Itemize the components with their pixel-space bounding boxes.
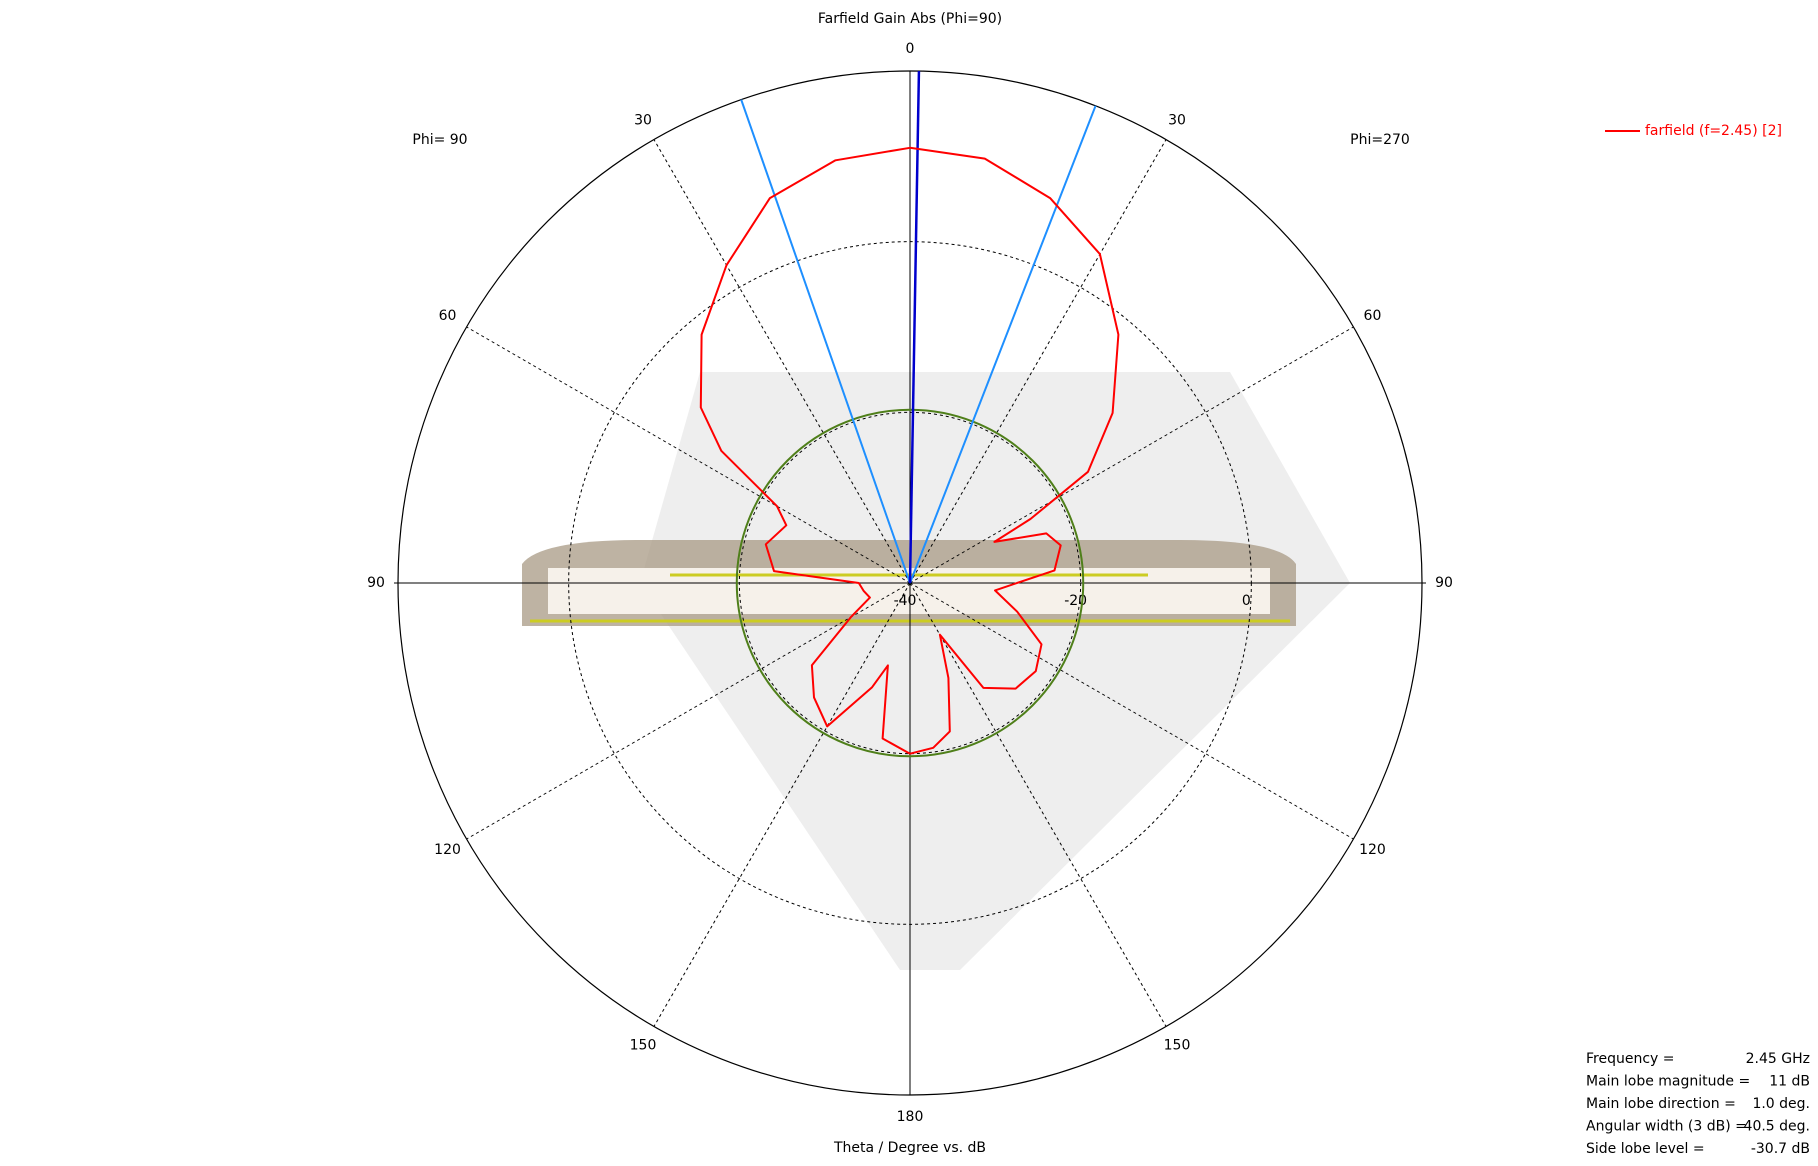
grid-spoke [653,139,911,584]
stat-label: Frequency = [1586,1051,1675,1067]
theta-tick-label: 150 [630,1037,657,1053]
grid-spoke [653,582,911,1027]
stat-label: Main lobe magnitude = [1586,1074,1750,1090]
pattern-line [699,146,1120,755]
grid-spoke [466,582,911,840]
grid-spoke [909,582,1354,840]
stat-label: Angular width (3 dB) = [1586,1119,1747,1135]
theta-tick-label: 60 [1364,308,1382,324]
theta-tick-label: 0 [906,41,915,57]
side-lobe-circle [735,408,1085,758]
grid-spoke [909,326,1354,584]
theta-tick-label: 120 [434,842,461,858]
grid-spoke [909,139,1167,584]
theta-tick-label: 120 [1359,842,1386,858]
theta-tick-label: 180 [897,1109,924,1125]
legend-label: farfield (f=2.45) [2] [1645,123,1782,139]
stat-value: -30.7 dB [1751,1141,1810,1157]
stat-value: 40.5 deg. [1744,1119,1810,1135]
grid-spoke [466,326,911,584]
theta-tick-label: 90 [1435,575,1453,591]
theta-tick-label: 60 [439,308,457,324]
stat-value: 1.0 deg. [1752,1096,1810,1112]
x-axis-label: Theta / Degree vs. dB [833,1140,986,1156]
stat-label: Main lobe direction = [1586,1096,1736,1112]
chart-title: Farfield Gain Abs (Phi=90) [818,11,1002,27]
antenna-background [640,372,1350,970]
stat-value: 11 dB [1769,1074,1810,1090]
side-label: Phi=270 [1350,132,1410,148]
theta-tick-label: 30 [1168,113,1186,129]
main-lobe-line [908,71,921,584]
stat-value: 2.45 GHz [1746,1051,1810,1067]
r-tick-label: -40 [894,593,917,609]
r-tick-label: 0 [1242,593,1251,609]
grid-spoke [909,582,1167,1027]
theta-tick-label: 90 [367,575,385,591]
theta-tick-label: 150 [1164,1037,1191,1053]
theta-tick-label: 30 [634,113,652,129]
side-label: Phi= 90 [412,132,467,148]
beamwidth-line [740,99,911,584]
stat-label: Side lobe level = [1586,1141,1705,1157]
beamwidth-line [909,105,1097,584]
logo-shape [640,372,1350,970]
